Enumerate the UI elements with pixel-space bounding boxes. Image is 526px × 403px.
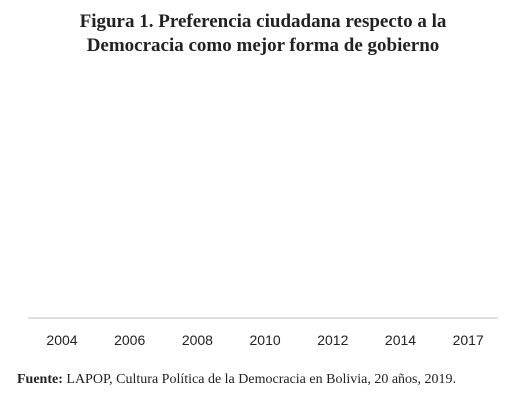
source-label: Fuente:: [17, 372, 63, 387]
x-tick-label: 2017: [453, 332, 484, 348]
x-tick-label: 2004: [46, 332, 77, 348]
x-tick-label: 2014: [385, 332, 416, 348]
chart-title: Figura 1. Preferencia ciudadana respecto…: [0, 10, 526, 58]
x-tick-label: 2012: [317, 332, 348, 348]
x-tick-label: 2008: [182, 332, 213, 348]
x-tick-label: 2010: [250, 332, 281, 348]
chart-title-line-1: Figura 1. Preferencia ciudadana respecto…: [79, 11, 447, 32]
line-chart: 63%66%72%70%62%68%61%2004200620082010201…: [28, 317, 498, 348]
chart-title-line-2: Democracia como mejor forma de gobierno: [86, 35, 440, 56]
x-tick-label: 2006: [114, 332, 145, 348]
source-note: Fuente: LAPOP, Cultura Política de la De…: [17, 372, 456, 388]
source-text: LAPOP, Cultura Política de la Democracia…: [62, 372, 456, 387]
